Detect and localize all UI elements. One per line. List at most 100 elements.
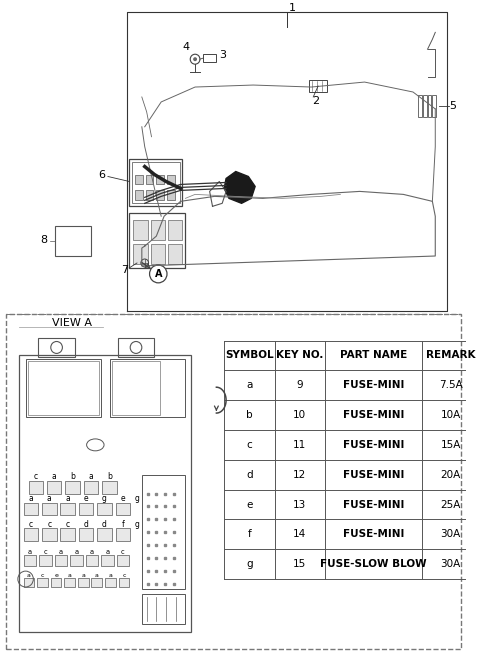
Bar	[55, 226, 92, 256]
Text: 5: 5	[449, 101, 456, 111]
Bar	[133, 244, 148, 264]
Text: d: d	[102, 520, 107, 529]
Bar	[129, 214, 185, 268]
Bar	[132, 162, 180, 203]
Text: f: f	[121, 520, 124, 529]
Bar	[24, 529, 38, 541]
Bar	[168, 220, 182, 240]
Text: e: e	[84, 494, 88, 503]
Text: 9: 9	[296, 381, 303, 390]
Text: FUSE-SLOW BLOW: FUSE-SLOW BLOW	[320, 559, 427, 569]
Text: c: c	[66, 520, 70, 529]
Bar	[168, 244, 182, 264]
Text: 10: 10	[293, 410, 306, 420]
Text: e: e	[120, 494, 125, 503]
Text: 7.5A: 7.5A	[439, 381, 463, 390]
Text: 15A: 15A	[441, 440, 461, 450]
Text: 3: 3	[219, 50, 226, 60]
Bar	[79, 502, 94, 515]
Bar	[310, 80, 327, 92]
Bar	[133, 220, 148, 240]
Bar	[79, 529, 94, 541]
Bar	[39, 555, 52, 566]
Text: FUSE-MINI: FUSE-MINI	[343, 529, 404, 539]
Text: a: a	[90, 550, 94, 555]
Text: c: c	[246, 440, 252, 450]
Bar	[65, 481, 80, 494]
Bar	[142, 475, 185, 589]
Text: e: e	[54, 572, 58, 578]
Text: b: b	[107, 472, 112, 481]
Bar	[146, 191, 154, 200]
Text: 6: 6	[98, 170, 106, 181]
Text: 20A: 20A	[441, 470, 461, 479]
Bar	[51, 578, 61, 587]
Text: a: a	[68, 572, 72, 578]
Text: d: d	[246, 470, 252, 479]
Bar	[418, 95, 422, 117]
Text: a: a	[74, 550, 79, 555]
Text: FUSE-MINI: FUSE-MINI	[343, 410, 404, 420]
Bar	[92, 578, 102, 587]
Text: a: a	[89, 472, 93, 481]
Bar	[37, 578, 48, 587]
Bar	[203, 54, 216, 62]
Bar	[78, 578, 88, 587]
Text: PART NAME: PART NAME	[340, 350, 407, 360]
Text: SYMBOL: SYMBOL	[225, 350, 274, 360]
Bar	[60, 529, 75, 541]
Text: g: g	[134, 520, 139, 529]
Bar	[135, 174, 143, 185]
Bar	[167, 174, 175, 185]
Bar	[28, 481, 43, 494]
Text: REMARK: REMARK	[426, 350, 476, 360]
Bar	[70, 555, 83, 566]
Bar	[118, 337, 155, 358]
Bar	[428, 95, 432, 117]
Text: c: c	[47, 520, 51, 529]
Text: 8: 8	[40, 235, 48, 245]
Bar	[19, 356, 191, 631]
Polygon shape	[224, 172, 255, 203]
Bar	[146, 174, 154, 185]
Bar	[97, 529, 112, 541]
Bar	[423, 95, 427, 117]
Text: b: b	[70, 472, 75, 481]
Text: c: c	[121, 550, 125, 555]
Text: a: a	[47, 494, 52, 503]
Bar	[42, 529, 57, 541]
Bar	[101, 555, 114, 566]
Text: FUSE-MINI: FUSE-MINI	[343, 440, 404, 450]
Text: c: c	[34, 472, 38, 481]
Text: a: a	[81, 572, 85, 578]
Text: a: a	[95, 572, 99, 578]
Text: a: a	[52, 472, 57, 481]
Text: d: d	[84, 520, 89, 529]
Text: 30A: 30A	[441, 529, 461, 539]
Bar	[64, 578, 75, 587]
Text: 10A: 10A	[441, 410, 461, 420]
Bar	[97, 502, 112, 515]
Bar	[27, 362, 99, 415]
Text: FUSE-MINI: FUSE-MINI	[343, 500, 404, 510]
Text: g: g	[134, 494, 139, 503]
Circle shape	[150, 265, 167, 283]
Text: b: b	[246, 410, 252, 420]
Bar	[156, 174, 164, 185]
Bar	[119, 578, 129, 587]
Bar	[167, 191, 175, 200]
Text: VIEW A: VIEW A	[52, 318, 92, 328]
Text: a: a	[246, 381, 252, 390]
Text: a: a	[28, 550, 32, 555]
Bar	[102, 481, 117, 494]
Bar	[47, 481, 61, 494]
Text: 15: 15	[293, 559, 306, 569]
Bar	[24, 502, 38, 515]
Text: a: a	[28, 494, 33, 503]
Text: 30A: 30A	[441, 559, 461, 569]
Bar	[116, 529, 130, 541]
Text: 7: 7	[121, 265, 128, 275]
Text: FUSE-MINI: FUSE-MINI	[343, 381, 404, 390]
Bar	[151, 244, 165, 264]
Text: 13: 13	[293, 500, 306, 510]
